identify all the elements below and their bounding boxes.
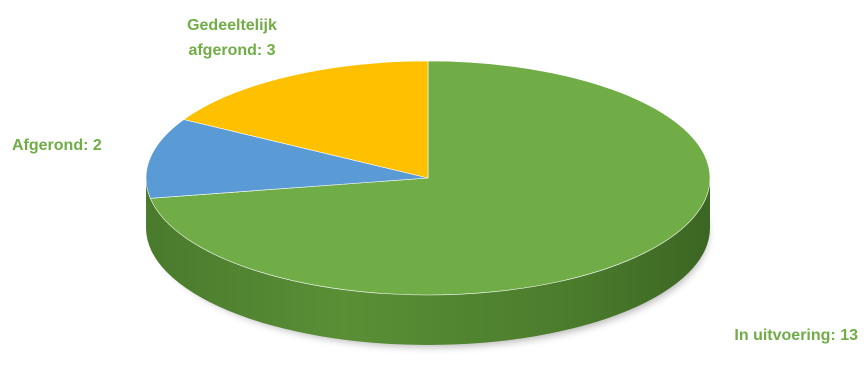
slice-label-afgerond: Afgerond: 2 — [12, 137, 102, 154]
pie-side-wall — [146, 178, 710, 345]
pie-slice-in-uitvoering — [149, 60, 711, 296]
slice-label-in-uitvoering: In uitvoering: 13 — [734, 327, 858, 344]
pie-slice-gedeeltelijk-afgerond — [183, 60, 429, 179]
slice-label-gedeeltelijk-afgerond: Gedeeltelijk afgerond: 3 — [187, 17, 277, 59]
pie-slice-afgerond — [145, 119, 429, 199]
